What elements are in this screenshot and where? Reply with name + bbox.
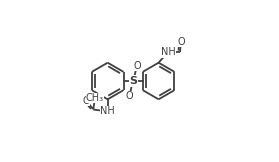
Text: S: S — [129, 76, 137, 86]
Text: O: O — [125, 91, 133, 101]
Text: NH: NH — [100, 106, 115, 116]
Text: O: O — [177, 36, 185, 46]
Text: O: O — [133, 61, 141, 71]
Text: CH₃: CH₃ — [86, 93, 104, 103]
Text: O: O — [82, 96, 90, 106]
Text: NH: NH — [161, 47, 175, 57]
